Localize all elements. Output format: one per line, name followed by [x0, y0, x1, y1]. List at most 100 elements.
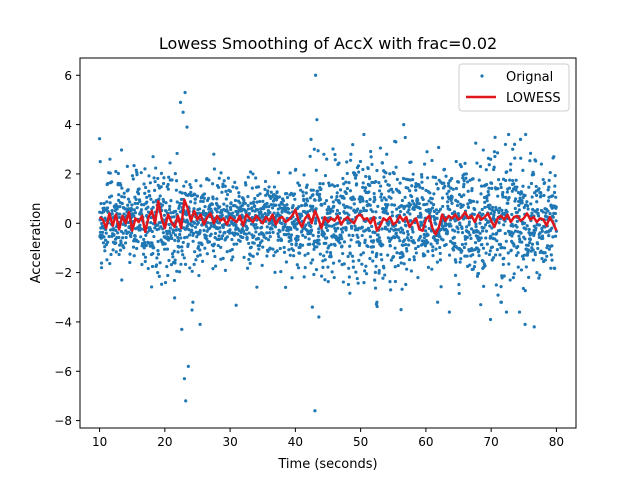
- scatter-point: [161, 231, 165, 235]
- scatter-point: [469, 227, 474, 231]
- scatter-point: [195, 235, 199, 239]
- scatter-point: [200, 243, 204, 247]
- scatter-point: [528, 237, 533, 242]
- scatter-point: [105, 206, 110, 210]
- scatter-point: [516, 251, 520, 255]
- scatter-point: [256, 208, 260, 212]
- scatter-point: [331, 261, 336, 265]
- scatter-point: [272, 192, 276, 197]
- scatter-point: [361, 185, 365, 189]
- scatter-point: [536, 211, 540, 215]
- scatter-point: [535, 271, 539, 275]
- scatter-point: [177, 245, 181, 249]
- scatter-point: [181, 253, 185, 257]
- scatter-point: [384, 179, 388, 183]
- scatter-point: [196, 221, 200, 225]
- scatter-point: [327, 205, 331, 209]
- scatter-point: [167, 175, 171, 179]
- scatter-point: [409, 160, 413, 164]
- scatter-point: [347, 275, 351, 279]
- scatter-point: [120, 194, 124, 199]
- scatter-point: [133, 234, 137, 238]
- scatter-point: [189, 200, 193, 204]
- scatter-point: [332, 223, 336, 227]
- scatter-point: [213, 254, 217, 259]
- scatter-point: [487, 163, 491, 167]
- scatter-point: [418, 206, 422, 211]
- scatter-point: [521, 195, 525, 200]
- scatter-point: [408, 189, 412, 193]
- scatter-point: [182, 377, 187, 381]
- scatter-point: [391, 190, 395, 194]
- scatter-point: [166, 238, 171, 242]
- scatter-point: [193, 197, 197, 201]
- scatter-point: [446, 204, 450, 208]
- scatter-point: [402, 213, 406, 217]
- scatter-point: [124, 235, 128, 240]
- scatter-point: [171, 228, 175, 232]
- scatter-point: [290, 242, 294, 246]
- scatter-point: [429, 242, 433, 246]
- scatter-point: [217, 176, 221, 180]
- scatter-point: [484, 236, 488, 240]
- scatter-point: [378, 239, 382, 243]
- scatter-point: [519, 156, 523, 160]
- scatter-point: [335, 195, 339, 199]
- scatter-point: [356, 235, 360, 240]
- scatter-point: [324, 241, 328, 245]
- scatter-point: [442, 167, 447, 171]
- scatter-point: [173, 296, 177, 300]
- scatter-point: [544, 211, 548, 215]
- scatter-point: [426, 240, 430, 244]
- scatter-point: [481, 259, 485, 263]
- scatter-point: [378, 216, 382, 220]
- scatter-point: [436, 238, 440, 242]
- scatter-point: [434, 222, 438, 226]
- scatter-point: [497, 221, 501, 225]
- scatter-point: [105, 200, 109, 204]
- scatter-point: [425, 176, 430, 180]
- scatter-point: [517, 310, 522, 314]
- scatter-point: [184, 180, 188, 184]
- scatter-point: [247, 211, 251, 216]
- scatter-point: [506, 251, 510, 255]
- scatter-point: [170, 252, 175, 256]
- scatter-point: [338, 188, 343, 192]
- scatter-point: [377, 271, 381, 275]
- scatter-point: [520, 240, 524, 244]
- scatter-point: [322, 254, 326, 258]
- scatter-point: [309, 224, 313, 229]
- scatter-point: [139, 208, 144, 212]
- lowess-series: [98, 198, 558, 236]
- scatter-point: [303, 235, 308, 239]
- scatter-point: [131, 245, 136, 249]
- scatter-point: [349, 238, 353, 242]
- scatter-point: [296, 181, 300, 185]
- scatter-point: [221, 234, 225, 238]
- scatter-point: [242, 255, 246, 259]
- scatter-point: [265, 231, 269, 235]
- scatter-point: [221, 256, 225, 260]
- scatter-point: [162, 176, 166, 180]
- scatter-point: [218, 230, 222, 234]
- scatter-point: [229, 201, 233, 205]
- scatter-point: [519, 268, 524, 272]
- scatter-point: [525, 200, 529, 204]
- scatter-point: [116, 171, 120, 176]
- scatter-point: [133, 211, 138, 215]
- scatter-point: [484, 168, 488, 172]
- scatter-point: [398, 181, 402, 185]
- scatter-point: [193, 201, 197, 205]
- scatter-point: [347, 181, 351, 185]
- scatter-point: [335, 208, 339, 213]
- scatter-point: [291, 248, 296, 253]
- scatter-point: [485, 199, 489, 203]
- scatter-point: [323, 278, 327, 282]
- scatter-point: [311, 242, 316, 246]
- scatter-point: [554, 195, 558, 199]
- scatter-point: [242, 198, 246, 202]
- scatter-point: [132, 254, 136, 258]
- scatter-point: [207, 178, 211, 182]
- scatter-point: [418, 185, 422, 189]
- scatter-point: [170, 236, 174, 241]
